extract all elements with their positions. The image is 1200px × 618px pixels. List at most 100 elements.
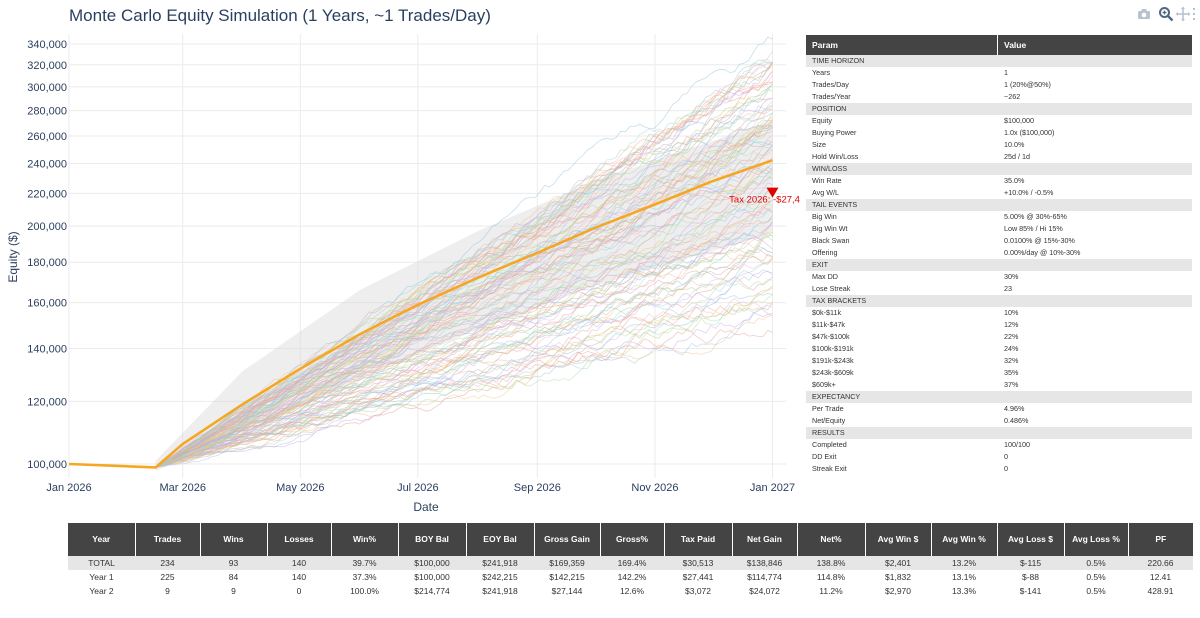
summary-cell: 114.8% — [816, 572, 846, 582]
summary-cell: 0.5% — [1086, 586, 1106, 596]
summary-header-cell: Avg Loss % — [1064, 523, 1129, 556]
param-name: TAX BRACKETS — [812, 296, 867, 305]
y-tick-label: 320,000 — [27, 60, 67, 72]
param-row: Trades/Day 1 (20%@50%) — [806, 79, 1192, 91]
zoom-icon[interactable] — [1158, 6, 1174, 22]
summary-header-cell: Net Gain — [732, 523, 798, 556]
param-name: WIN/LOSS — [812, 164, 848, 173]
summary-cell: $27,144 — [551, 586, 583, 596]
x-tick-label: Sep 2026 — [514, 482, 561, 494]
param-name: TIME HORIZON — [812, 56, 865, 65]
camera-icon[interactable] — [1136, 6, 1152, 22]
param-section-row: RESULTS — [806, 427, 1192, 439]
param-value: $100,000 — [1004, 116, 1034, 125]
pan-icon[interactable] — [1175, 6, 1191, 22]
x-axis-label: Date — [413, 500, 439, 514]
summary-cell: 12.41 — [1149, 572, 1172, 582]
param-name: $100k-$191k — [812, 344, 854, 353]
param-row: $47k-$100k 22% — [806, 331, 1192, 343]
param-name: Trades/Day — [812, 80, 849, 89]
summary-cell: $114,774 — [747, 572, 782, 582]
summary-cell: 140 — [291, 572, 307, 582]
summary-cell: $142,215 — [549, 572, 585, 582]
summary-cell: 140 — [267, 556, 331, 570]
param-value: 10.0% — [1004, 140, 1025, 149]
y-axis-label: Equity ($) — [6, 231, 20, 282]
param-row: Buying Power 1.0x ($100,000) — [806, 127, 1192, 139]
summary-cell: $-115 — [997, 556, 1064, 570]
param-name: Big Win — [812, 212, 837, 221]
y-tick-label: 280,000 — [27, 106, 67, 118]
summary-cell: 225 — [160, 572, 175, 582]
param-name: Max DD — [812, 272, 838, 281]
param-table-header: Param Value — [806, 35, 1192, 55]
param-name: $243k-$609k — [812, 368, 854, 377]
param-row: Big Win Wt Low 85% / Hi 15% — [806, 223, 1192, 235]
param-name: $609k+ — [812, 380, 836, 389]
summary-header-cell: Year — [68, 523, 136, 556]
param-section-row: POSITION — [806, 103, 1192, 115]
summary-cell: $27,441 — [682, 572, 714, 582]
simulation-path — [68, 186, 773, 468]
simulation-path — [68, 128, 773, 468]
summary-cell: $-88 — [1021, 572, 1039, 582]
param-value: 4.96% — [1004, 404, 1025, 413]
summary-header-cell: EOY Bal — [466, 523, 535, 556]
y-tick-label: 180,000 — [27, 257, 67, 269]
summary-cell: $3,072 — [685, 586, 711, 596]
param-name: Win Rate — [812, 176, 842, 185]
summary-cell: 13.2% — [931, 556, 997, 570]
more-icon[interactable] — [1192, 6, 1200, 22]
param-row: Big Win 5.00% @ 30%-65% — [806, 211, 1192, 223]
summary-cell: $241,918 — [482, 586, 518, 596]
param-name: $0k-$11k — [812, 308, 842, 317]
summary-table-header: Year Trades Wins Losses Win% BOY Bal EOY Bal Gr… — [68, 523, 1193, 556]
param-value — [998, 391, 1192, 403]
paths-layer — [68, 36, 773, 468]
simulation-path — [68, 328, 773, 468]
param-value: 0.0100% @ 15%-30% — [1004, 236, 1075, 245]
param-row: Size 10.0% — [806, 139, 1192, 151]
simulation-path — [68, 172, 773, 468]
summary-cell: 37.3% — [352, 572, 377, 582]
param-value: 24% — [1004, 344, 1019, 353]
param-value: 1.0x ($100,000) — [1004, 128, 1055, 137]
param-name: Lose Streak — [812, 284, 851, 293]
param-name: Hold Win/Loss — [812, 152, 859, 161]
summary-header-cell: Wins — [200, 523, 268, 556]
param-value: 1 (20%@50%) — [1004, 80, 1051, 89]
param-row: Streak Exit 0 — [806, 463, 1192, 475]
summary-cell: 138.8% — [797, 556, 865, 570]
summary-header-cell: Gross Gain — [534, 523, 601, 556]
summary-cell: 93 — [200, 556, 267, 570]
summary-cell: $241,918 — [466, 556, 534, 570]
param-row: Net/Equity 0.486% — [806, 415, 1192, 427]
simulation-path — [68, 112, 773, 468]
param-name: POSITION — [812, 104, 847, 113]
param-value: ~262 — [1004, 92, 1021, 101]
summary-cell: $30,513 — [664, 556, 732, 570]
equity-chart: Tax 2026: -$27,441 100,000 120,000 140,000… — [6, 34, 800, 514]
param-name: Black Swan — [812, 236, 850, 245]
y-tick-label: 220,000 — [27, 188, 67, 200]
summary-header-cell: Win% — [331, 523, 399, 556]
simulation-path — [68, 259, 773, 468]
param-value: Low 85% / Hi 15% — [1004, 224, 1063, 233]
summary-cell: 0 — [296, 586, 302, 596]
param-name: Years — [812, 68, 831, 77]
y-tick-label: 260,000 — [27, 131, 67, 143]
param-value: 30% — [1004, 272, 1019, 281]
param-row: Completed 100/100 — [806, 439, 1192, 451]
param-section-row: EXPECTANCY — [806, 391, 1192, 403]
median-layer — [68, 159, 773, 469]
param-row: Hold Win/Loss 25d / 1d — [806, 151, 1192, 163]
param-value — [998, 163, 1192, 175]
param-row: Black Swan 0.0100% @ 15%-30% — [806, 235, 1192, 247]
summary-cell: $24,072 — [749, 586, 780, 596]
simulation-path — [68, 36, 773, 468]
summary-cell: 12.6% — [619, 586, 645, 596]
summary-row: Year 1 225 84 140 37.3% $100,000 $242,215 $142,… — [68, 570, 1193, 584]
param-name: EXIT — [812, 260, 828, 269]
param-value: 37% — [1004, 380, 1019, 389]
param-name: RESULTS — [812, 428, 845, 437]
